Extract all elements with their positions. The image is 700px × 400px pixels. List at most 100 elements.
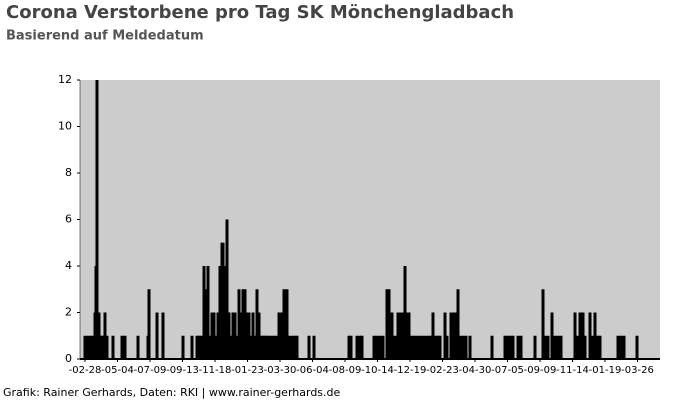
bar xyxy=(86,335,90,359)
bar xyxy=(287,335,291,359)
bar xyxy=(461,335,465,359)
x-tick-label: -02-28 xyxy=(69,365,102,376)
bar xyxy=(591,335,595,359)
y-tick-label: 8 xyxy=(65,166,72,179)
x-tick-label: -08-09 xyxy=(329,365,362,376)
bar xyxy=(403,266,407,359)
bar xyxy=(375,335,379,359)
bar xyxy=(212,312,216,359)
chart-title: Corona Verstorbene pro Tag SK Mönchengla… xyxy=(6,2,514,23)
bar xyxy=(239,312,243,359)
x-tick-label: -06-04 xyxy=(296,365,329,376)
bar xyxy=(249,335,253,359)
bar xyxy=(511,335,515,359)
bar xyxy=(516,335,520,359)
bar xyxy=(458,335,462,359)
bar xyxy=(556,335,560,359)
bar xyxy=(227,312,231,359)
bar xyxy=(635,335,639,359)
x-tick-label: -03-30 xyxy=(264,365,297,376)
bar xyxy=(147,289,151,359)
bar xyxy=(412,335,416,359)
bar xyxy=(229,335,233,359)
bar xyxy=(405,312,409,359)
bar xyxy=(101,335,105,359)
bar xyxy=(233,312,237,359)
bar xyxy=(279,312,283,359)
bar xyxy=(210,312,214,359)
bar xyxy=(251,312,255,359)
bar xyxy=(190,335,194,359)
y-tick-label: 12 xyxy=(58,73,72,86)
bar xyxy=(468,335,472,359)
bar xyxy=(263,335,267,359)
bar xyxy=(295,335,299,359)
bar xyxy=(89,335,93,359)
bar xyxy=(312,335,316,359)
bar xyxy=(407,312,411,359)
bar xyxy=(385,289,389,359)
bar xyxy=(593,312,597,359)
bar xyxy=(290,335,294,359)
bar xyxy=(583,335,587,359)
bar xyxy=(271,335,275,359)
y-tick-label: 10 xyxy=(58,120,72,133)
bar xyxy=(409,335,413,359)
bar xyxy=(445,335,449,359)
x-tick-label: -01-23 xyxy=(231,365,264,376)
bar xyxy=(99,335,103,359)
bar xyxy=(581,312,585,359)
bar xyxy=(427,335,431,359)
bar xyxy=(307,335,311,359)
bar xyxy=(396,312,400,359)
x-tick-label: -05-04 xyxy=(101,365,134,376)
x-tick-label: -10-14 xyxy=(361,365,394,376)
bar xyxy=(123,335,127,359)
bar xyxy=(543,335,547,359)
bar xyxy=(206,266,210,359)
bar xyxy=(221,242,225,359)
bar xyxy=(541,289,545,359)
bar xyxy=(274,335,278,359)
bar xyxy=(393,335,397,359)
chart-subtitle: Basierend auf Meldedatum xyxy=(6,29,204,44)
bar xyxy=(387,289,391,359)
bar xyxy=(372,335,376,359)
bar xyxy=(105,335,109,359)
plot-background xyxy=(80,80,660,359)
x-tick-label: -07-05 xyxy=(491,365,524,376)
bar xyxy=(588,312,592,359)
bar xyxy=(225,219,229,359)
bar xyxy=(293,335,297,359)
bar xyxy=(438,335,442,359)
x-tick-label: -03-26 xyxy=(621,365,654,376)
bar xyxy=(559,335,563,359)
bar xyxy=(243,289,247,359)
bar xyxy=(197,335,201,359)
bar xyxy=(347,335,351,359)
bar xyxy=(155,312,159,359)
bar xyxy=(208,335,212,359)
bar xyxy=(265,335,269,359)
bar xyxy=(418,335,422,359)
bar xyxy=(349,335,353,359)
bar xyxy=(451,312,455,359)
bar xyxy=(95,80,99,359)
bar xyxy=(214,335,218,359)
bar xyxy=(598,335,602,359)
x-tick-label: -09-13 xyxy=(166,365,199,376)
bar xyxy=(616,335,620,359)
bar xyxy=(596,335,600,359)
x-tick-label: -11-18 xyxy=(199,365,232,376)
bar xyxy=(285,289,289,359)
bar xyxy=(533,335,537,359)
x-tick-label: -02-23 xyxy=(426,365,459,376)
bar xyxy=(253,335,257,359)
bar xyxy=(421,335,425,359)
bar xyxy=(434,335,438,359)
bar xyxy=(216,312,220,359)
bar xyxy=(424,335,428,359)
bar xyxy=(550,312,554,359)
bar xyxy=(83,335,87,359)
bar xyxy=(103,312,107,359)
